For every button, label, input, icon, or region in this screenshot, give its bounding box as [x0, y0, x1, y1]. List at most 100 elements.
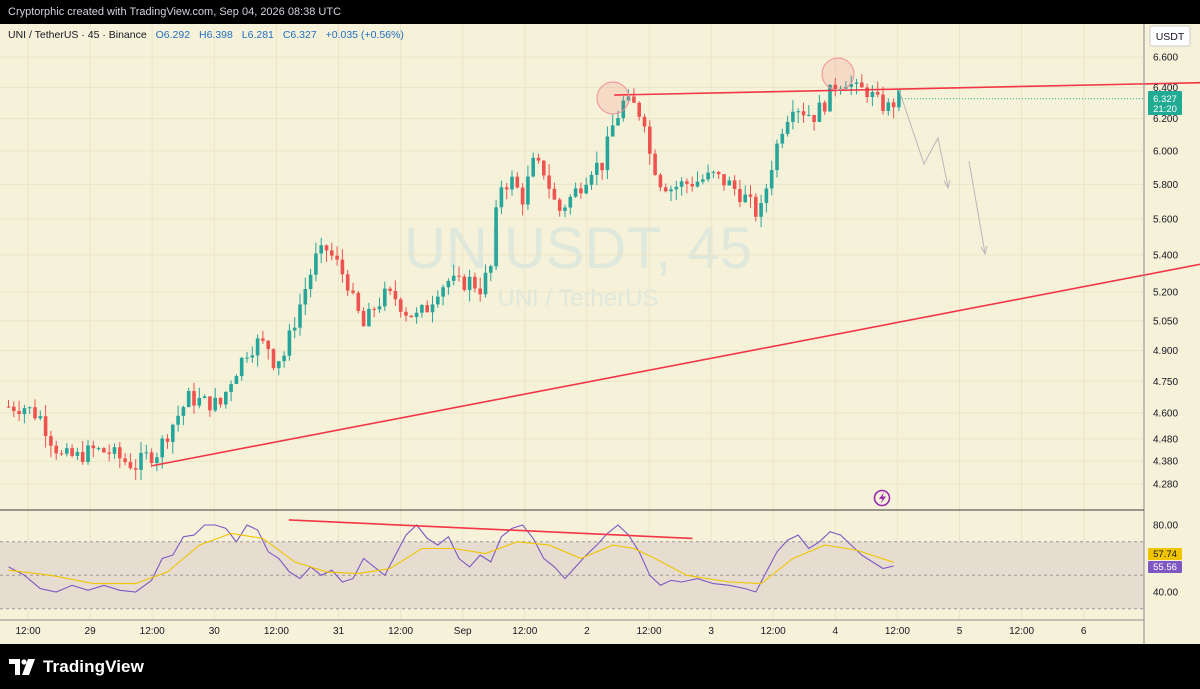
- price-tick-label: 5.800: [1153, 180, 1178, 191]
- candle-body: [520, 187, 525, 205]
- candle-body: [791, 111, 795, 122]
- candle-body: [409, 315, 414, 318]
- price-tick-label: 4.900: [1153, 346, 1178, 357]
- candle-body: [420, 305, 424, 313]
- candle-body: [732, 180, 737, 189]
- time-axis[interactable]: 12:00 29 12:00 30 12:00 31 12:00 Sep 12:00 2 12:00…: [15, 626, 1086, 637]
- candle-body: [176, 415, 180, 425]
- candle-body: [600, 162, 604, 171]
- time-tick-label: 29: [85, 626, 97, 637]
- candle-body: [775, 143, 779, 171]
- candle-body: [769, 170, 774, 189]
- candle-body: [531, 157, 535, 177]
- candle-body: [208, 396, 212, 411]
- candle-body: [266, 340, 270, 350]
- candle-body: [685, 181, 689, 184]
- currency-label: USDT: [1156, 31, 1185, 43]
- candle-body: [605, 136, 610, 171]
- candle-body: [542, 160, 546, 176]
- candle-body: [870, 92, 875, 98]
- legend-open: O6.292: [156, 29, 191, 41]
- time-tick-label: 2: [584, 626, 590, 637]
- candle-body: [155, 457, 159, 463]
- candle-body: [886, 102, 891, 111]
- chart-grid: [0, 24, 1144, 620]
- candle-body: [75, 451, 80, 456]
- candle-body: [701, 179, 705, 182]
- candle-body: [414, 312, 419, 318]
- currency-button[interactable]: USDT: [1149, 25, 1191, 47]
- projection-arrowhead: [980, 245, 988, 256]
- candle-body: [557, 199, 562, 211]
- candle-body: [213, 397, 217, 411]
- candle-body: [563, 207, 567, 211]
- candle-body: [573, 188, 578, 197]
- legend-low: L6.281: [242, 29, 274, 41]
- candle-body: [165, 438, 170, 442]
- projection-path: [968, 160, 986, 254]
- trendline-rsi-divergence: [288, 519, 693, 540]
- candle-body: [197, 398, 202, 406]
- candle-body: [319, 245, 323, 254]
- candle-body: [441, 287, 445, 297]
- candle-body: [383, 288, 387, 307]
- chart-canvas[interactable]: UNIUSDT, 45 UNI / TetherUS 6.600 6.400 6.2…: [0, 24, 1200, 644]
- candle-body: [303, 288, 308, 305]
- top-highlight-circle: [821, 57, 855, 91]
- price-tick-label: 6.600: [1153, 53, 1178, 64]
- chart-frame[interactable]: UNIUSDT, 45 UNI / TetherUS 6.600 6.400 6.2…: [0, 24, 1200, 644]
- candle-body: [218, 397, 223, 405]
- candle-body: [568, 196, 573, 208]
- tradingview-logo[interactable]: TradingView: [9, 656, 144, 678]
- candle-body: [658, 174, 663, 188]
- candle-body: [128, 462, 133, 469]
- candle-body: [807, 114, 811, 116]
- candle-body: [139, 452, 143, 470]
- candle-body: [674, 186, 679, 190]
- price-tick-label: 5.600: [1153, 214, 1178, 225]
- candle-body: [648, 126, 652, 154]
- candle-body: [637, 102, 641, 117]
- candle-body: [224, 391, 228, 405]
- price-axis[interactable]: 6.600 6.400 6.200 6.000 5.800 5.600 5.400 5.200…: [1153, 53, 1178, 599]
- candle-body: [54, 445, 58, 454]
- time-tick-label: 31: [333, 626, 345, 637]
- price-tick-label: 6.000: [1153, 146, 1178, 157]
- rsi-pane: [8, 524, 894, 593]
- candle-body: [144, 452, 149, 454]
- legend-close: C6.327: [283, 29, 317, 41]
- legend-high: H6.398: [199, 29, 233, 41]
- time-tick-label: 6: [1081, 626, 1087, 637]
- candle-body: [679, 181, 684, 187]
- candle-body: [738, 188, 742, 203]
- time-tick-label: Sep: [454, 626, 472, 637]
- candle-body: [828, 84, 832, 112]
- candle-body: [12, 406, 16, 412]
- candle-body: [833, 84, 838, 90]
- candle-body: [478, 288, 482, 295]
- credit-bar: Cryptorphic created with TradingView.com…: [0, 0, 1200, 24]
- price-tick-label: 4.600: [1153, 408, 1178, 419]
- candle-body: [70, 448, 74, 456]
- candle-body: [727, 180, 732, 186]
- lightning-icon[interactable]: [873, 489, 891, 507]
- candle-body: [292, 327, 297, 331]
- candle-body: [801, 111, 806, 116]
- candle-body: [308, 274, 313, 289]
- candle-body: [536, 157, 541, 161]
- candle-body: [849, 83, 853, 87]
- candle-body: [324, 245, 329, 251]
- candle-body: [86, 445, 90, 462]
- candle-body: [118, 447, 122, 459]
- candle-body: [361, 310, 366, 327]
- trendline-support: [152, 263, 1200, 467]
- candle-body: [690, 183, 694, 187]
- candle-body: [202, 396, 207, 399]
- candle-body: [510, 176, 514, 190]
- candle-body: [112, 447, 117, 454]
- candle-body: [663, 187, 668, 192]
- candle-body: [748, 194, 753, 197]
- candle-body: [393, 290, 398, 300]
- candle-body: [860, 82, 864, 88]
- candle-body: [796, 111, 800, 113]
